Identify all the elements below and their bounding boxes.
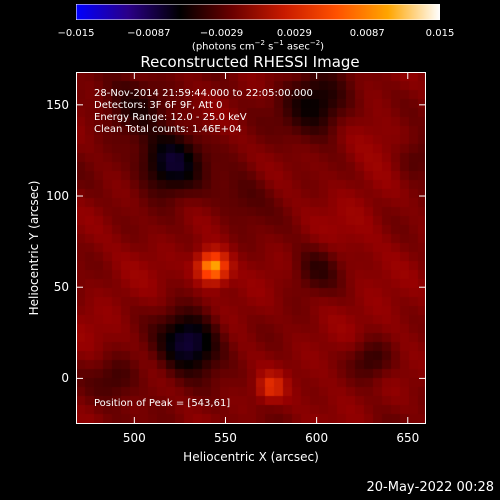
colorbar-tick-label: 0.015 — [425, 28, 455, 39]
x-tick-label: 500 — [122, 431, 146, 445]
x-tick-label: 550 — [214, 431, 237, 445]
x-tick-label: 650 — [396, 431, 420, 445]
detectors-annotation: Detectors: 3F 6F 9F, Att 0 — [94, 100, 223, 111]
footer-timestamp: 20‐May‐2022 00:28 — [366, 480, 494, 495]
chart-title: Reconstructed RHESSI Image — [140, 53, 360, 71]
energy-annotation: Energy Range: 12.0 ‐ 25.0 keV — [94, 112, 247, 123]
clean-annotation: Clean Total counts: 1.46E+04 — [94, 124, 242, 135]
colorbar-tick-label: −0.015 — [57, 28, 95, 39]
colorbar-tick-label: 0.0087 — [349, 28, 385, 39]
peak-annotation: Position of Peak = [543,61] — [94, 398, 231, 409]
time-range-annotation: 28‐Nov‐2014 21:59:44.000 to 22:05:00.000 — [94, 88, 313, 99]
x-tick-label: 600 — [305, 431, 329, 445]
x-axis-label: Heliocentric X (arcsec) — [183, 450, 319, 464]
colorbar-label: (photons cm−2 s−1 asec−2) — [191, 39, 325, 53]
y-axis-label: Heliocentric Y (arcsec) — [27, 180, 41, 316]
y-tick-label: 150 — [46, 97, 69, 112]
colorbar-tick-label: −0.0087 — [127, 28, 171, 39]
colorbar-tick-label: 0.0029 — [276, 28, 312, 39]
colorbar-tick-label: −0.0029 — [199, 28, 244, 39]
colorbar — [76, 4, 440, 20]
y-tick-label: 100 — [46, 189, 69, 204]
y-tick-label: 50 — [53, 280, 69, 295]
y-tick-label: 0 — [61, 371, 69, 386]
